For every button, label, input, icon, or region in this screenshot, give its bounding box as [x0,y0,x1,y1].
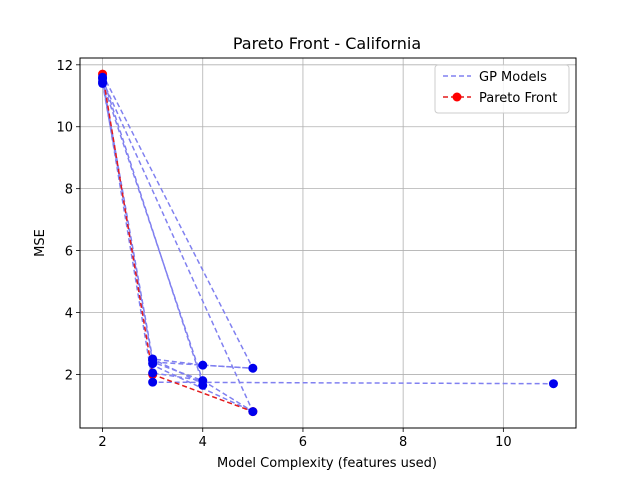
legend-box [434,64,570,114]
plot-frame [79,57,577,429]
y-tick-label: 8 [65,183,73,198]
x-tick-label: 4 [199,435,207,450]
legend-pareto-marker [452,92,462,102]
y-tick-label: 6 [65,245,73,260]
legend-gp-label: GP Models [479,70,547,85]
x-tick-label: 2 [98,435,106,450]
gp-model-point [148,368,158,378]
y-tick-label: 12 [56,59,73,74]
y-axis-label: MSE [33,229,48,257]
x-tick-label: 10 [495,435,512,450]
x-axis-label: Model Complexity (features used) [217,456,437,471]
gp-model-point [198,376,208,386]
gp-model-point [98,72,108,82]
y-tick-label: 4 [65,307,73,322]
gp-model-point [148,377,158,387]
x-tick-label: 6 [299,435,307,450]
y-tick-label: 2 [65,368,73,383]
gp-model-point [248,407,258,417]
gp-model-point [198,360,208,370]
chart-title: Pareto Front - California [233,34,421,53]
y-axis-ticks: 2 4 6 8 10 12 [56,59,80,383]
gp-model-point [148,354,158,364]
x-axis-ticks: 2 4 6 8 10 [98,428,512,450]
legend-pareto-label: Pareto Front [479,91,557,106]
data-points [98,72,558,417]
legend: GP Models Pareto Front [434,64,570,114]
x-tick-label: 8 [399,435,407,450]
y-tick-label: 10 [56,121,73,136]
gp-model-point [548,379,558,389]
gp-model-point [248,363,258,373]
